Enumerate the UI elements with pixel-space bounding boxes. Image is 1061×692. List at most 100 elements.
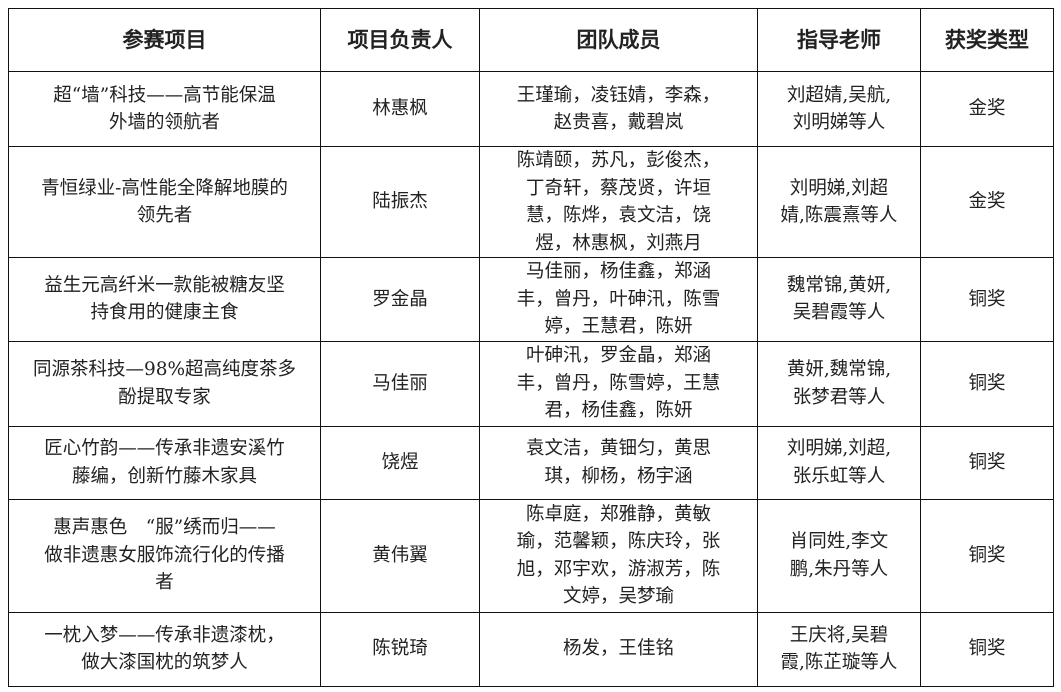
advisors-line: 婧,陈震熹等人: [780, 205, 898, 226]
advisors-line: 刘明娣,刘超: [789, 177, 889, 199]
members-line: 王瑾瑜，凌钰婧，李森，: [516, 84, 721, 106]
award-line: 铜奖: [968, 288, 1006, 310]
cell-leader: 饶煜: [320, 425, 480, 500]
project-line: 持食用的健康主食: [90, 302, 239, 324]
advisors-line: 王庆将,吴碧: [789, 624, 889, 646]
members-line: 陈靖颐，苏凡，彭俊杰，: [516, 150, 721, 171]
award-line: 金奖: [968, 98, 1006, 120]
members-line: 旭，邓宇欢，游淑芳，陈: [516, 558, 721, 580]
leader-line: 陆振杰: [372, 191, 428, 213]
members-line: 马佳丽，杨佳鑫，郑涵: [525, 261, 711, 282]
table-row: 一枕入梦——传承非遗漆枕， 做大漆国枕的筑梦人 陈锐琦 杨发，王佳铭 王庆将,吴碧 霞,陈…: [8, 611, 1054, 687]
members-line: 叶砷汛，罗金晶，郑涵: [525, 345, 711, 367]
cell-project: 青恒绿业-高性能全降解地膜的 领先者: [8, 146, 321, 258]
cell-leader: 林惠枫: [320, 71, 480, 147]
cell-project: 益生元高纤米一款能被糖友坚 持食用的健康主食: [8, 257, 321, 342]
project-line: 超“墙”科技——高节能保温: [53, 84, 276, 106]
leader-line: 罗金晶: [372, 288, 428, 310]
cell-members: 叶砷汛，罗金晶，郑涵 丰，曾丹，陈雪婷，王慧 君，杨佳鑫，陈妍: [479, 340, 758, 427]
cell-advisors: 刘明娣,刘超, 张乐虹等人: [757, 425, 921, 500]
cell-award: 铜奖: [920, 498, 1054, 613]
members-line: 琪，柳杨，杨宇涵: [544, 465, 693, 487]
cell-leader: 陆振杰: [320, 146, 480, 258]
project-line: 酚提取专家: [118, 386, 211, 408]
leader-line: 马佳丽: [372, 372, 428, 394]
members-line: 赵贵喜，戴碧岚: [553, 112, 684, 133]
members-line: 丰，曾丹，叶砷汛，陈雪: [516, 288, 721, 310]
cell-project: 超“墙”科技——高节能保温 外墙的领航者: [8, 71, 321, 147]
cell-project: 一枕入梦——传承非遗漆枕， 做大漆国枕的筑梦人: [8, 611, 321, 687]
cell-members: 袁文洁，黄钿匀，黄思 琪，柳杨，杨宇涵: [479, 425, 758, 500]
project-line: 青恒绿业-高性能全降解地膜的: [41, 177, 288, 199]
table-row: 益生元高纤米一款能被糖友坚 持食用的健康主食 罗金晶 马佳丽，杨佳鑫，郑涵 丰，曾丹，叶…: [8, 257, 1054, 342]
members-line: 煜，林惠枫，刘燕月: [535, 232, 702, 254]
members-line: 陈卓庭，郑雅静，黄敏: [525, 503, 711, 525]
header-leader: 项目负责人: [320, 8, 480, 72]
advisors-line: 黄妍,魏常锦,: [786, 359, 892, 380]
cell-award: 铜奖: [920, 257, 1054, 342]
header-advisors: 指导老师: [757, 8, 921, 72]
awards-table: 参赛项目 项目负责人 团队成员 指导老师 获奖类型 超“墙”科技——高节能保温外…: [8, 8, 1054, 687]
table-row: 同源茶科技—98%超高纯度茶多 酚提取专家 马佳丽 叶砷汛，罗金晶，郑涵 丰，曾丹，陈雪…: [8, 340, 1054, 427]
table-row: 匠心竹韵——传承非遗安溪竹 藤编，创新竹藤木家具 饶煜 袁文洁，黄钿匀，黄思 琪，柳杨，…: [8, 425, 1054, 500]
members-line: 婷，王慧君，陈妍: [544, 316, 693, 337]
cell-advisors: 黄妍,魏常锦, 张梦君等人: [757, 340, 921, 427]
project-line: 惠声惠色 “服”绣而归——: [53, 517, 276, 539]
cell-award: 金奖: [920, 146, 1054, 258]
cell-members: 陈靖颐，苏凡，彭俊杰， 丁奇轩，蔡茂贤，许垣 慧，陈烨，袁文洁，饶 煜，林惠枫，刘燕月: [479, 146, 758, 258]
advisors-line: 张乐虹等人: [792, 465, 886, 487]
cell-award: 金奖: [920, 71, 1054, 147]
project-line: 益生元高纤米一款能被糖友坚: [44, 274, 285, 296]
advisors-line: 肖同姓,李文: [789, 531, 889, 552]
award-line: 金奖: [968, 191, 1006, 213]
members-line: 慧，陈烨，袁文洁，饶: [525, 205, 711, 226]
cell-advisors: 刘超婧,吴航, 刘明娣等人: [757, 71, 921, 147]
cell-leader: 罗金晶: [320, 257, 480, 342]
cell-members: 陈卓庭，郑雅静，黄敏 瑜，范馨颖，陈庆玲，张 旭，邓宇欢，游淑芳，陈 文婷，吴梦瑜: [479, 498, 758, 613]
table-row: 超“墙”科技——高节能保温 外墙的领航者 林惠枫 王瑾瑜，凌钰婧，李森， 赵贵喜，戴碧岚…: [8, 71, 1054, 147]
project-line: 做大漆国枕的筑梦人: [81, 652, 248, 673]
project-line: 领先者: [136, 205, 193, 226]
header-project: 参赛项目: [8, 8, 321, 72]
advisors-line: 刘明娣等人: [792, 112, 886, 133]
cell-award: 铜奖: [920, 611, 1054, 687]
advisors-line: 张梦君等人: [792, 386, 886, 408]
leader-line: 饶煜: [381, 451, 419, 473]
members-line: 瑜，范馨颖，陈庆玲，张: [516, 531, 721, 552]
award-line: 铜奖: [968, 451, 1006, 473]
cell-advisors: 肖同姓,李文 鹏,朱丹等人: [757, 498, 921, 613]
cell-leader: 陈锐琦: [320, 611, 480, 687]
header-award: 获奖类型: [920, 8, 1054, 72]
project-line: 做非遗惠女服饰流行化的传播: [44, 544, 285, 566]
header-row: 参赛项目 项目负责人 团队成员 指导老师 获奖类型: [8, 8, 1054, 72]
project-line: 外墙的领航者: [108, 112, 220, 133]
advisors-line: 霞,陈芷璇等人: [780, 652, 898, 673]
cell-project: 同源茶科技—98%超高纯度茶多 酚提取专家: [8, 340, 321, 427]
table-body: 超“墙”科技——高节能保温 外墙的领航者 林惠枫 王瑾瑜，凌钰婧，李森， 赵贵喜，戴碧岚…: [8, 71, 1054, 687]
project-line: 一枕入梦——传承非遗漆枕，: [44, 624, 285, 646]
members-line: 袁文洁，黄钿匀，黄思: [525, 438, 711, 459]
cell-members: 杨发，王佳铭: [479, 611, 758, 687]
members-line: 文婷，吴梦瑜: [562, 586, 674, 607]
members-line: 丁奇轩，蔡茂贤，许垣: [525, 177, 711, 199]
members-line: 君，杨佳鑫，陈妍: [544, 400, 693, 422]
advisors-line: 鹏,朱丹等人: [789, 558, 889, 580]
award-line: 铜奖: [968, 544, 1006, 566]
members-line: 丰，曾丹，陈雪婷，王慧: [516, 372, 721, 394]
award-line: 铜奖: [968, 638, 1006, 660]
members-line: 杨发，王佳铭: [562, 638, 674, 660]
cell-award: 铜奖: [920, 340, 1054, 427]
table-row: 青恒绿业-高性能全降解地膜的 领先者 陆振杰 陈靖颐，苏凡，彭俊杰， 丁奇轩，蔡茂贤，许…: [8, 146, 1054, 258]
cell-leader: 马佳丽: [320, 340, 480, 427]
project-line: 匠心竹韵——传承非遗安溪竹: [44, 438, 285, 459]
project-line: 同源茶科技—98%超高纯度茶多: [32, 359, 297, 380]
award-line: 铜奖: [968, 372, 1006, 394]
advisors-line: 吴碧霞等人: [792, 302, 886, 324]
header-members: 团队成员: [479, 8, 758, 72]
leader-line: 黄伟翼: [372, 544, 428, 566]
cell-members: 王瑾瑜，凌钰婧，李森， 赵贵喜，戴碧岚: [479, 71, 758, 147]
advisors-line: 刘明娣,刘超,: [786, 438, 892, 459]
cell-advisors: 王庆将,吴碧 霞,陈芷璇等人: [757, 611, 921, 687]
leader-line: 陈锐琦: [372, 638, 428, 660]
cell-members: 马佳丽，杨佳鑫，郑涵 丰，曾丹，叶砷汛，陈雪 婷，王慧君，陈妍: [479, 257, 758, 342]
